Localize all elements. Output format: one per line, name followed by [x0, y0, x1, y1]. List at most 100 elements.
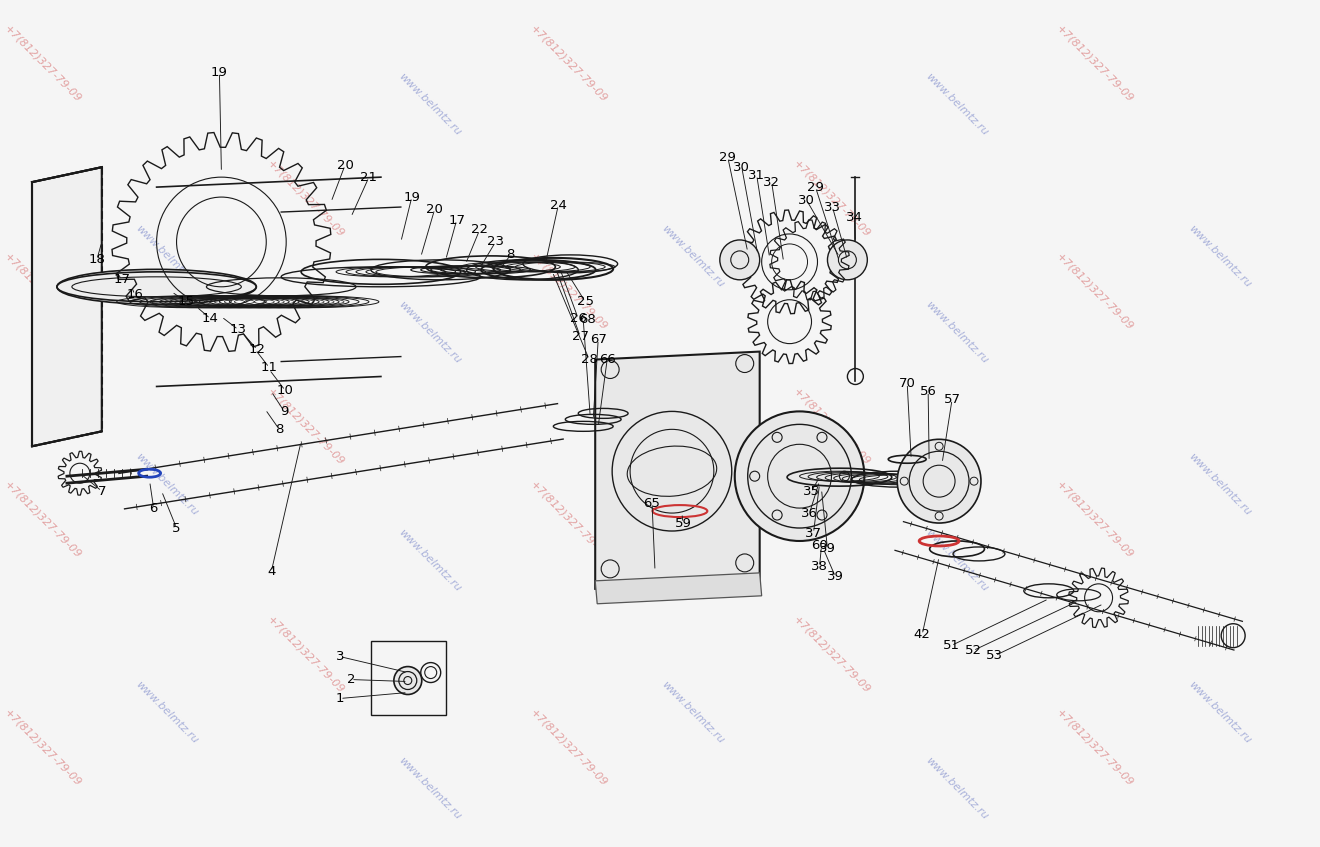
Text: 66: 66	[599, 353, 615, 366]
Text: 30: 30	[799, 194, 814, 207]
Text: 21: 21	[360, 170, 378, 184]
Text: 19: 19	[211, 66, 228, 79]
Text: +7(812)327-79-09: +7(812)327-79-09	[792, 614, 873, 695]
Text: 35: 35	[803, 484, 820, 498]
Text: www.belmtz.ru: www.belmtz.ru	[397, 72, 463, 138]
Text: 12: 12	[248, 343, 265, 356]
Text: 60: 60	[810, 540, 828, 552]
Text: +7(812)327-79-09: +7(812)327-79-09	[528, 707, 610, 788]
Text: +7(812)327-79-09: +7(812)327-79-09	[3, 707, 83, 788]
Text: +7(812)327-79-09: +7(812)327-79-09	[1055, 251, 1135, 332]
Text: 28: 28	[581, 353, 598, 366]
Text: 4: 4	[267, 566, 276, 579]
Text: 23: 23	[487, 235, 504, 248]
Text: 24: 24	[550, 198, 566, 212]
Text: +7(812)327-79-09: +7(812)327-79-09	[528, 479, 610, 560]
Bar	[371, 640, 446, 716]
Text: +7(812)327-79-09: +7(812)327-79-09	[528, 23, 610, 104]
Text: 15: 15	[178, 296, 195, 308]
Text: +7(812)327-79-09: +7(812)327-79-09	[3, 251, 83, 332]
Text: +7(812)327-79-09: +7(812)327-79-09	[1055, 707, 1135, 788]
Text: 18: 18	[88, 253, 106, 266]
Text: 39: 39	[818, 542, 836, 556]
Text: 6: 6	[149, 501, 158, 515]
Text: 17: 17	[449, 213, 465, 226]
Circle shape	[719, 240, 760, 280]
Text: +7(812)327-79-09: +7(812)327-79-09	[265, 386, 346, 467]
Text: +7(812)327-79-09: +7(812)327-79-09	[792, 158, 873, 239]
Text: +7(812)327-79-09: +7(812)327-79-09	[3, 479, 83, 560]
Text: 57: 57	[944, 393, 961, 406]
Polygon shape	[32, 167, 102, 446]
Text: 65: 65	[644, 496, 660, 510]
Text: www.belmtz.ru: www.belmtz.ru	[923, 72, 989, 138]
Text: www.belmtz.ru: www.belmtz.ru	[397, 756, 463, 822]
Text: www.belmtz.ru: www.belmtz.ru	[923, 528, 989, 594]
Text: www.belmtz.ru: www.belmtz.ru	[397, 300, 463, 366]
Text: 2: 2	[347, 673, 355, 686]
Text: 39: 39	[828, 570, 843, 584]
Text: 68: 68	[579, 313, 595, 326]
Text: 5: 5	[173, 522, 181, 534]
Text: 25: 25	[577, 296, 594, 308]
Circle shape	[735, 412, 865, 541]
Text: 70: 70	[899, 377, 916, 390]
Text: +7(812)327-79-09: +7(812)327-79-09	[792, 386, 873, 467]
Text: +7(812)327-79-09: +7(812)327-79-09	[265, 158, 346, 239]
Text: +7(812)327-79-09: +7(812)327-79-09	[3, 23, 83, 104]
Text: www.belmtz.ru: www.belmtz.ru	[1187, 224, 1253, 290]
Text: +7(812)327-79-09: +7(812)327-79-09	[528, 251, 610, 332]
Text: 52: 52	[965, 644, 982, 657]
Text: 42: 42	[913, 628, 931, 641]
Text: 59: 59	[675, 517, 692, 529]
Text: 11: 11	[261, 361, 277, 374]
Text: +7(812)327-79-09: +7(812)327-79-09	[265, 614, 346, 695]
Text: 56: 56	[920, 385, 937, 398]
Text: www.belmtz.ru: www.belmtz.ru	[923, 300, 989, 366]
Text: www.belmtz.ru: www.belmtz.ru	[660, 679, 726, 745]
Text: 30: 30	[734, 161, 750, 174]
Text: www.belmtz.ru: www.belmtz.ru	[1187, 451, 1253, 518]
Circle shape	[898, 440, 981, 523]
Text: 14: 14	[202, 313, 219, 325]
Text: www.belmtz.ru: www.belmtz.ru	[1187, 679, 1253, 745]
Text: +7(812)327-79-09: +7(812)327-79-09	[1055, 479, 1135, 560]
Text: 33: 33	[824, 201, 841, 213]
Text: www.belmtz.ru: www.belmtz.ru	[397, 528, 463, 594]
Text: 32: 32	[763, 175, 780, 189]
Text: www.belmtz.ru: www.belmtz.ru	[133, 224, 199, 290]
Text: 27: 27	[572, 330, 589, 343]
Text: 9: 9	[280, 405, 288, 418]
Text: 22: 22	[471, 224, 488, 236]
Polygon shape	[595, 352, 760, 589]
Text: 19: 19	[404, 191, 420, 203]
Text: 20: 20	[426, 202, 444, 215]
Text: 3: 3	[335, 650, 345, 663]
Text: 29: 29	[807, 180, 824, 194]
Text: 20: 20	[337, 158, 354, 172]
Text: www.belmtz.ru: www.belmtz.ru	[660, 224, 726, 290]
Text: 51: 51	[942, 639, 960, 652]
Text: 67: 67	[590, 333, 607, 346]
Text: 34: 34	[846, 211, 863, 224]
Text: 1: 1	[335, 692, 345, 705]
Text: 26: 26	[570, 313, 586, 325]
Text: 16: 16	[127, 288, 143, 302]
Text: 8: 8	[275, 423, 284, 436]
Text: 13: 13	[230, 324, 247, 336]
Text: www.belmtz.ru: www.belmtz.ru	[923, 756, 989, 822]
Text: 53: 53	[986, 649, 1003, 662]
Text: 36: 36	[801, 507, 818, 519]
Circle shape	[828, 240, 867, 280]
Text: 17: 17	[114, 274, 131, 286]
Text: www.belmtz.ru: www.belmtz.ru	[660, 451, 726, 518]
Ellipse shape	[393, 667, 422, 695]
Ellipse shape	[57, 269, 256, 304]
Text: 37: 37	[805, 527, 822, 540]
Text: www.belmtz.ru: www.belmtz.ru	[133, 451, 199, 518]
Text: 29: 29	[719, 151, 737, 163]
Text: 10: 10	[277, 384, 293, 397]
Polygon shape	[595, 573, 762, 604]
Text: 31: 31	[748, 169, 766, 181]
Text: +7(812)327-79-09: +7(812)327-79-09	[1055, 23, 1135, 104]
